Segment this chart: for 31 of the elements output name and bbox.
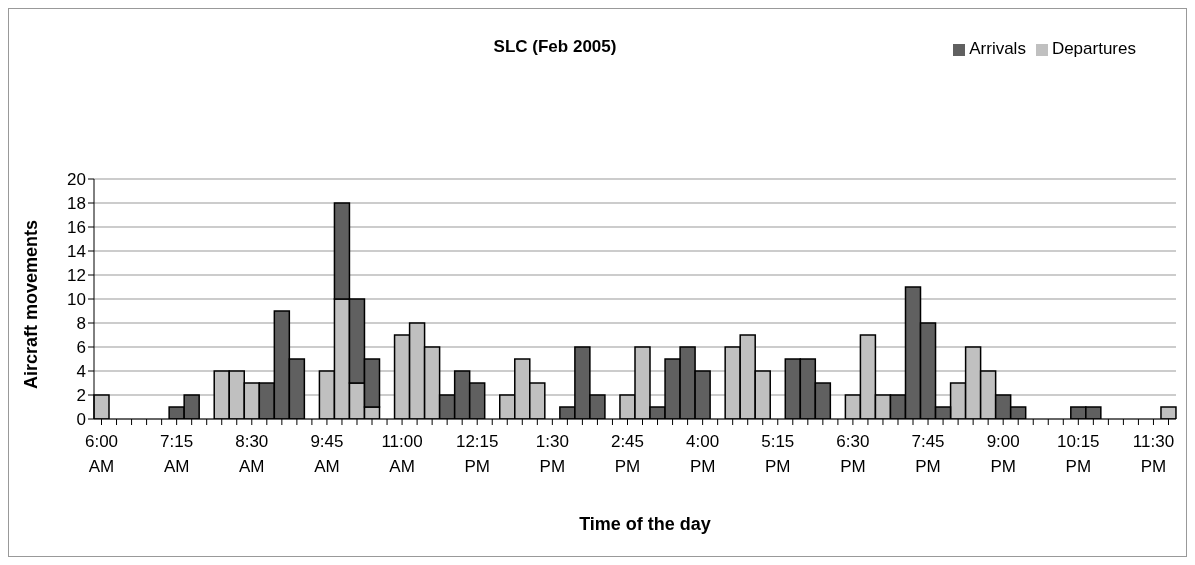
y-tick-label: 18 xyxy=(67,194,86,214)
y-tick-label: 8 xyxy=(76,314,86,334)
legend-label: Departures xyxy=(1051,39,1136,58)
legend-label: Arrivals xyxy=(969,39,1026,58)
x-tick-label: 1:30 PM xyxy=(535,432,569,476)
x-tick-label: 5:15 PM xyxy=(761,432,795,476)
y-tick-label: 12 xyxy=(67,266,86,286)
x-tick-label: 6:30 PM xyxy=(836,432,870,476)
x-tick-label: 11:00 AM xyxy=(381,432,423,476)
x-tick-label: 7:45 PM xyxy=(911,432,945,476)
y-tick-label: 4 xyxy=(76,362,86,382)
x-tick-label: 2:45 PM xyxy=(610,432,645,476)
y-tick-label: 6 xyxy=(76,338,86,358)
y-tick-label: 2 xyxy=(76,386,86,406)
chart-title: SLC (Feb 2005) xyxy=(493,37,617,56)
x-tick-label: 4:00 PM xyxy=(686,432,720,476)
x-tick-label: 9:45 AM xyxy=(310,432,344,476)
y-tick-label: 14 xyxy=(67,242,86,262)
x-tick-label: 6:00 AM xyxy=(84,432,119,476)
x-tick-label: 12:15 PM xyxy=(455,432,499,476)
x-tick-label: 11:30 PM xyxy=(1132,432,1175,476)
x-tick-label: 7:15 AM xyxy=(160,432,194,476)
y-tick-label: 0 xyxy=(76,410,86,430)
x-tick-label: 10:15 PM xyxy=(1057,432,1100,476)
y-tick-label: 10 xyxy=(67,290,86,310)
y-tick-label: 16 xyxy=(67,218,86,238)
x-axis-title: Time of the day xyxy=(578,514,712,535)
y-axis-title: Aircraft movements xyxy=(21,219,42,389)
y-tick-label: 20 xyxy=(67,170,86,190)
x-tick-label: 8:30 AM xyxy=(235,432,269,476)
x-tick-label: 9:00 PM xyxy=(986,432,1020,476)
